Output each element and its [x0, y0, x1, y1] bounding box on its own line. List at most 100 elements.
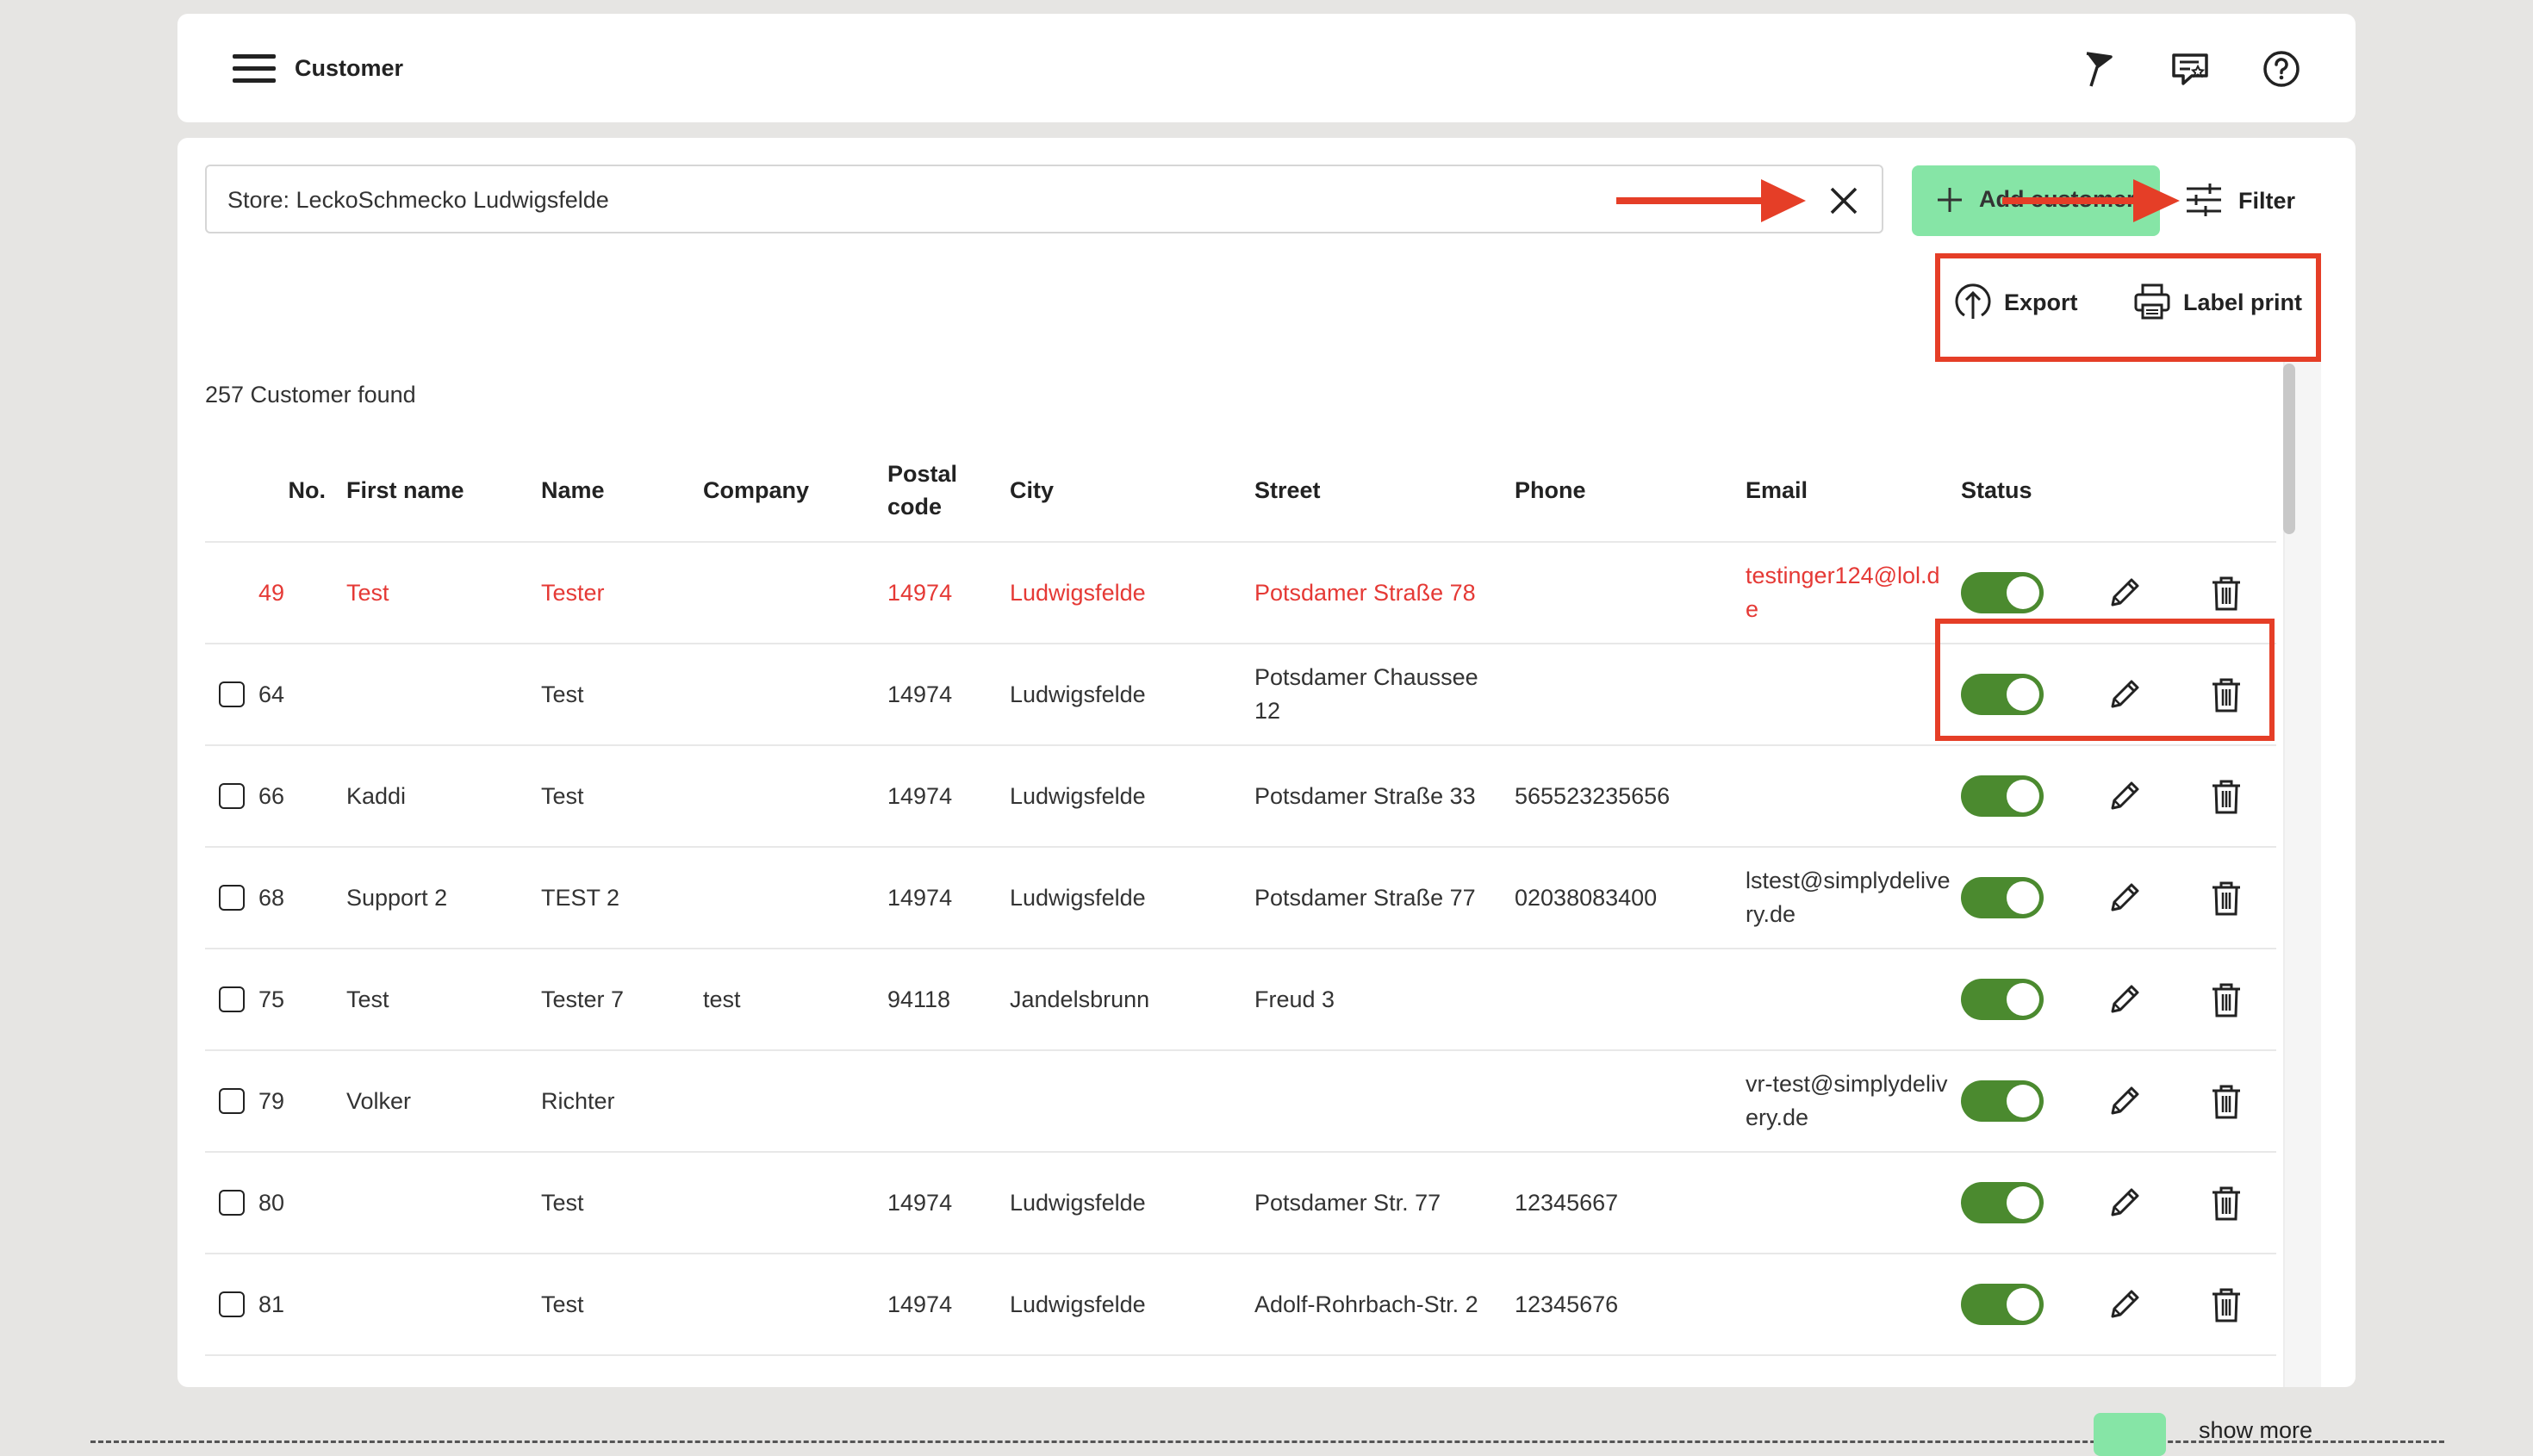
postal-header-line-1: Postal — [887, 461, 958, 487]
scrollbar-thumb[interactable] — [2283, 364, 2295, 534]
customer-number: 75 — [258, 986, 285, 1012]
show-more-button[interactable] — [2094, 1413, 2166, 1456]
cell-postal-code: 94118 — [887, 949, 1010, 1051]
cell-name: Test — [541, 745, 703, 848]
add-customer-button[interactable]: Add customer — [1912, 165, 2160, 236]
delete-trash-icon[interactable] — [2207, 777, 2245, 815]
delete-trash-icon[interactable] — [2207, 879, 2245, 917]
delete-trash-icon[interactable] — [2207, 675, 2245, 713]
status-toggle[interactable] — [1961, 674, 2044, 715]
status-toggle[interactable] — [1961, 877, 2044, 918]
col-delete — [2207, 439, 2276, 543]
status-toggle[interactable] — [1961, 572, 2044, 613]
cell-street: Potsdamer Straße 77 — [1254, 847, 1515, 949]
cell-status — [1961, 644, 2106, 746]
delete-trash-icon[interactable] — [2207, 980, 2245, 1018]
table-row[interactable]: 81 Test 14974 Ludwigsfelde Adolf-Rohrbach-St… — [205, 1254, 2276, 1356]
menu-icon[interactable] — [233, 54, 276, 84]
cell-name: Test — [541, 1152, 703, 1254]
row-checkbox[interactable] — [219, 681, 245, 707]
cell-email: vr-test@simplydelivery.de — [1746, 1050, 1961, 1153]
cell-delete — [2207, 847, 2276, 949]
table-row[interactable]: 49 Test Tester 14974 Ludwigsfelde Potsdamer S… — [205, 542, 2276, 644]
edit-pencil-icon[interactable] — [2106, 675, 2144, 713]
delete-trash-icon[interactable] — [2207, 1285, 2245, 1323]
col-city[interactable]: City — [1010, 439, 1254, 543]
cell-company: test — [703, 949, 887, 1051]
cell-email — [1746, 745, 1961, 848]
cell-first-name: Test — [326, 542, 541, 644]
col-phone[interactable]: Phone — [1515, 439, 1746, 543]
flag-icon[interactable] — [2076, 48, 2118, 90]
col-company[interactable]: Company — [703, 439, 887, 543]
col-first-name[interactable]: First name — [326, 439, 541, 543]
plus-icon — [1938, 188, 1962, 212]
table-row[interactable]: 64 Test 14974 Ludwigsfelde Potsdamer Chausse… — [205, 644, 2276, 746]
edit-pencil-icon[interactable] — [2106, 879, 2144, 917]
cell-postal-code: 14974 — [887, 542, 1010, 644]
help-icon[interactable] — [2261, 48, 2302, 90]
col-street[interactable]: Street — [1254, 439, 1515, 543]
cell-company — [703, 542, 887, 644]
edit-pencil-icon[interactable] — [2106, 1184, 2144, 1222]
col-email[interactable]: Email — [1746, 439, 1961, 543]
row-checkbox[interactable] — [219, 1291, 245, 1317]
col-status[interactable]: Status — [1961, 439, 2106, 543]
cell-no: 75 — [205, 949, 326, 1051]
status-toggle[interactable] — [1961, 1080, 2044, 1122]
cell-postal-code: 14974 — [887, 745, 1010, 848]
delete-trash-icon[interactable] — [2207, 1082, 2245, 1120]
customer-number: 66 — [258, 782, 285, 809]
cell-city: Ludwigsfelde — [1010, 542, 1254, 644]
col-name[interactable]: Name — [541, 439, 703, 543]
status-toggle[interactable] — [1961, 1284, 2044, 1325]
edit-pencil-icon[interactable] — [2106, 574, 2144, 612]
header-bar: Customer — [177, 14, 2356, 122]
cell-no: 64 — [205, 644, 326, 746]
cell-phone: 02038083400 — [1515, 847, 1746, 949]
table-row[interactable]: 80 Test 14974 Ludwigsfelde Potsdamer Str. 77… — [205, 1152, 2276, 1254]
delete-trash-icon[interactable] — [2207, 574, 2245, 612]
cell-first-name: Support 2 — [326, 847, 541, 949]
table-row[interactable]: 75 Test Tester 7 test 94118 Jandelsbrunn Freud… — [205, 949, 2276, 1051]
cell-no: 66 — [205, 745, 326, 848]
cell-status — [1961, 542, 2106, 644]
cell-no: 49 — [205, 542, 326, 644]
row-checkbox[interactable] — [219, 885, 245, 911]
cell-delete — [2207, 1254, 2276, 1356]
row-checkbox[interactable] — [219, 986, 245, 1012]
filter-sliders-icon — [2187, 184, 2221, 216]
search-input[interactable] — [226, 182, 1608, 218]
row-checkbox[interactable] — [219, 1190, 245, 1216]
edit-pencil-icon[interactable] — [2106, 980, 2144, 1018]
clear-icon[interactable] — [1827, 184, 1861, 218]
cell-delete — [2207, 1152, 2276, 1254]
row-checkbox[interactable] — [219, 1088, 245, 1114]
status-toggle[interactable] — [1961, 979, 2044, 1020]
store-search-field[interactable] — [205, 165, 1883, 233]
export-label: Export — [2004, 289, 2078, 315]
status-toggle[interactable] — [1961, 1182, 2044, 1223]
cell-email — [1746, 1254, 1961, 1356]
edit-pencil-icon[interactable] — [2106, 777, 2144, 815]
edit-pencil-icon[interactable] — [2106, 1285, 2144, 1323]
cell-first-name: Test — [326, 949, 541, 1051]
feedback-icon[interactable] — [2169, 48, 2211, 90]
col-no[interactable]: No. — [205, 439, 326, 543]
customer-number: 81 — [258, 1291, 285, 1317]
cell-name: Tester — [541, 542, 703, 644]
cell-no: 79 — [205, 1050, 326, 1153]
table-row[interactable]: 68 Support 2 TEST 2 14974 Ludwigsfelde Potsda… — [205, 847, 2276, 949]
table-row[interactable]: 66 Kaddi Test 14974 Ludwigsfelde Potsdamer St… — [205, 745, 2276, 848]
status-toggle[interactable] — [1961, 775, 2044, 817]
delete-trash-icon[interactable] — [2207, 1184, 2245, 1222]
row-checkbox[interactable] — [219, 783, 245, 809]
edit-pencil-icon[interactable] — [2106, 1082, 2144, 1120]
cell-first-name: Volker — [326, 1050, 541, 1153]
col-postal-code[interactable]: Postal code — [887, 439, 1010, 543]
customer-number: 80 — [258, 1189, 285, 1216]
show-more-link[interactable]: show more — [2199, 1417, 2313, 1443]
cell-name: Test — [541, 644, 703, 746]
cell-city — [1010, 1050, 1254, 1153]
table-row[interactable]: 79 Volker Richter vr-test@simplydelivery.de — [205, 1050, 2276, 1153]
